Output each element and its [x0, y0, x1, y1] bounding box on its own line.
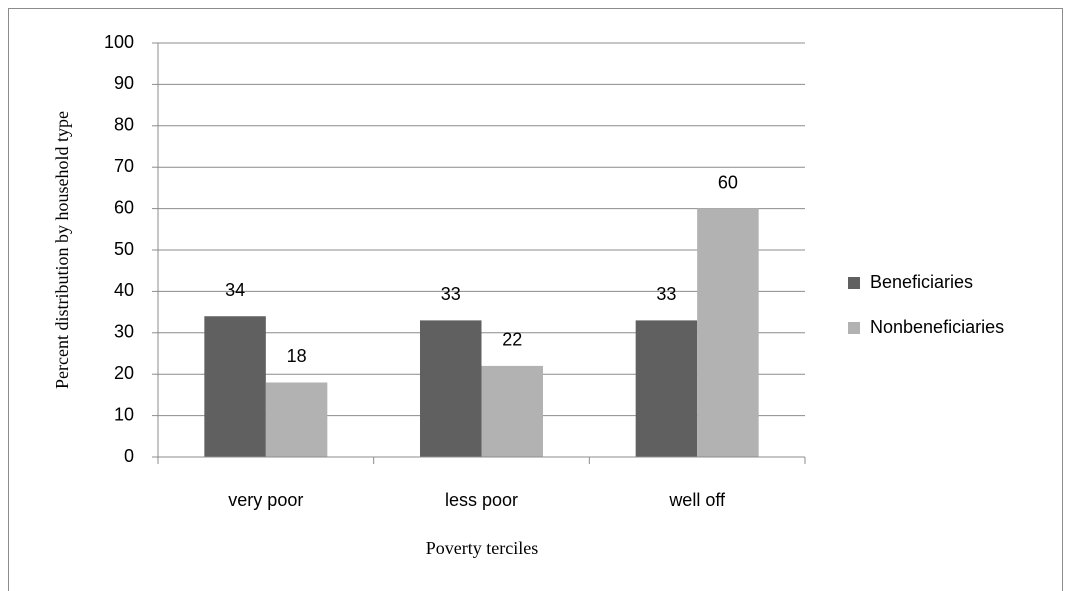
data-label: 22 [502, 330, 522, 350]
y-tick-label: 90 [114, 73, 134, 93]
y-tick-label: 10 [114, 404, 134, 424]
x-axis-title: Poverty terciles [426, 538, 538, 558]
bar [265, 382, 328, 457]
y-tick-label: 40 [114, 280, 134, 300]
x-tick-label: very poor [228, 490, 303, 510]
legend-label: Nonbeneficiaries [870, 317, 1004, 337]
y-tick-label: 70 [114, 156, 134, 176]
legend-label: Beneficiaries [870, 272, 973, 292]
bar [481, 365, 543, 457]
y-tick-label: 20 [114, 363, 134, 383]
bar [420, 320, 482, 457]
bar [635, 320, 698, 457]
y-tick-label: 50 [114, 239, 134, 259]
data-label: 34 [225, 280, 245, 300]
x-tick-label: less poor [445, 490, 518, 510]
y-tick-label: 60 [114, 197, 134, 217]
bar [204, 316, 266, 457]
y-axis-title: Percent distribution by household type [52, 111, 72, 389]
chart-border [8, 8, 1063, 591]
bar [697, 208, 759, 457]
legend-swatch [848, 322, 860, 334]
y-tick-label: 30 [114, 322, 134, 342]
data-label: 33 [656, 284, 676, 304]
data-label: 33 [441, 284, 461, 304]
y-tick-label: 80 [114, 115, 134, 135]
y-tick-label: 0 [124, 446, 134, 466]
data-label: 60 [718, 172, 738, 192]
x-tick-label: well off [668, 490, 726, 510]
legend-swatch [848, 277, 860, 289]
y-tick-label: 100 [104, 32, 134, 52]
data-label: 18 [287, 346, 307, 366]
